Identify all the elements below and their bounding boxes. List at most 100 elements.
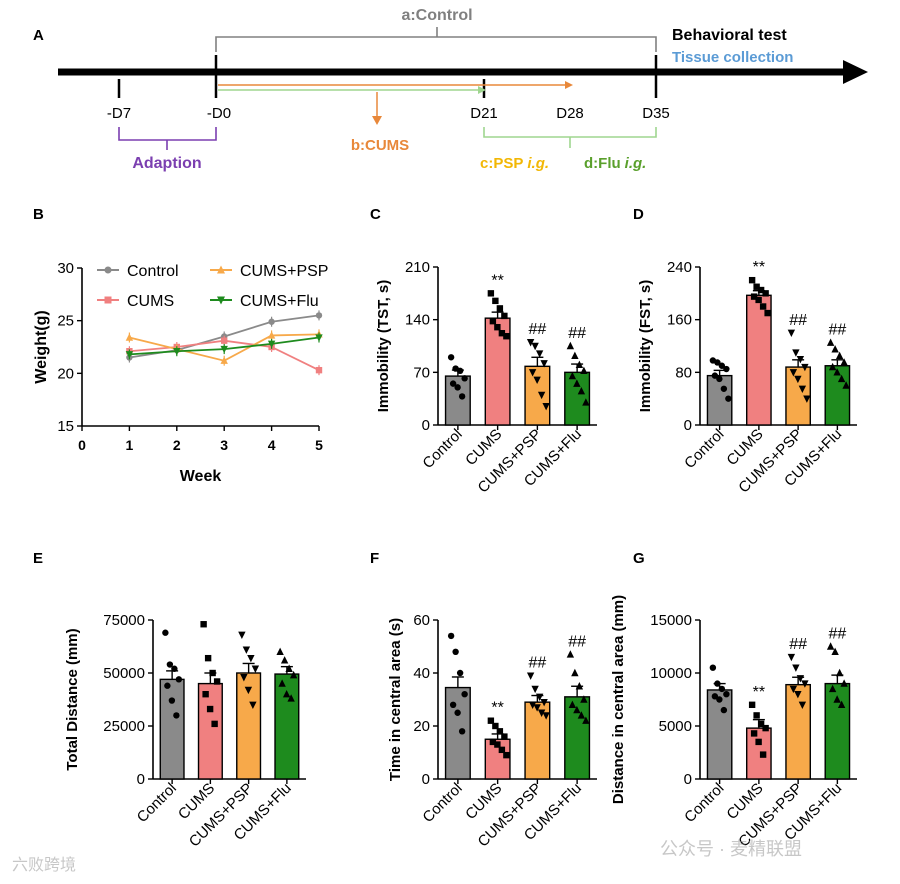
psp-ig: i.g. (527, 155, 549, 172)
y-tick-label: 210 (405, 259, 430, 276)
data-point (240, 674, 248, 682)
data-point (568, 700, 577, 708)
significance-label: ## (528, 655, 546, 672)
data-point (503, 751, 510, 759)
series-point (315, 334, 323, 342)
data-point (535, 693, 544, 702)
data-point (458, 393, 466, 400)
data-point (200, 621, 207, 628)
panel-c-label: C (370, 206, 381, 223)
data-point (166, 661, 174, 668)
data-point (458, 728, 466, 735)
bar (706, 689, 733, 780)
significance-label: ## (789, 636, 807, 653)
data-point (503, 333, 510, 340)
data-point (449, 701, 457, 708)
data-point (531, 342, 539, 351)
watermark-right: 公众号 · 麦精联盟 (660, 839, 802, 859)
data-point (723, 691, 730, 698)
data-point (835, 351, 844, 360)
data-point (798, 701, 807, 709)
data-point (580, 695, 588, 703)
panel-g-label: G (633, 550, 645, 567)
data-point (792, 664, 800, 672)
control-label: a:Control (401, 7, 472, 24)
data-point (794, 691, 802, 699)
data-point (828, 362, 837, 371)
significance-label: ## (568, 633, 586, 650)
bar (444, 686, 471, 780)
data-point (528, 701, 537, 709)
x-tick-label: 1 (126, 437, 134, 453)
y-tick-label: 20 (413, 718, 430, 735)
series-point (220, 356, 228, 364)
data-point (526, 339, 535, 347)
data-point (826, 642, 835, 650)
tick-label: D21 (470, 105, 498, 122)
data-point (168, 697, 176, 704)
data-point (531, 685, 539, 694)
data-point (575, 682, 584, 690)
tick-label: D35 (642, 105, 670, 122)
significance-label: ** (491, 272, 503, 289)
data-point (714, 680, 721, 687)
data-point (826, 338, 835, 346)
data-point (573, 379, 581, 387)
legend-label: Control (127, 263, 179, 280)
data-point (206, 705, 214, 713)
data-point (501, 312, 508, 320)
significance-label: ** (753, 259, 765, 276)
bar (274, 673, 300, 780)
cums-down-arrow-head (372, 116, 382, 125)
data-point (787, 329, 796, 338)
data-point (447, 354, 455, 361)
x-tick-label: 3 (220, 437, 228, 453)
flu-label: d:Flu i.g. (584, 155, 646, 172)
data-point (501, 733, 508, 740)
series-point (125, 351, 134, 359)
treatment-arrow-head (478, 86, 486, 94)
y-tick-label: 50000 (103, 665, 145, 682)
y-axis-label: Immobility (FST, s) (637, 280, 654, 413)
data-point (757, 286, 765, 294)
y-tick-label: 0 (684, 771, 692, 788)
data-point (566, 650, 575, 658)
data-point (213, 678, 221, 685)
data-point (204, 654, 212, 662)
data-point (714, 359, 721, 366)
psp-text: c:PSP (480, 155, 523, 172)
data-point (454, 384, 461, 391)
data-point (202, 691, 209, 698)
adaption-label: Adaption (132, 155, 201, 172)
significance-label: ## (528, 321, 546, 338)
bar (524, 365, 551, 426)
series-point (315, 366, 323, 374)
data-point (244, 686, 253, 695)
data-point (711, 693, 719, 700)
y-tick-label: 15 (57, 418, 74, 435)
series-point (268, 318, 275, 325)
panel-a-label: A (33, 27, 44, 44)
data-point (492, 722, 499, 730)
data-point (487, 717, 495, 724)
data-point (842, 381, 850, 389)
data-point (211, 720, 218, 728)
panel-e-label: E (33, 550, 43, 567)
legend-label: CUMS (127, 293, 174, 310)
data-point (526, 672, 535, 680)
x-tick-label: 4 (268, 437, 276, 453)
significance-label: ** (753, 684, 765, 701)
bar (785, 683, 811, 780)
charts-layer: 15 20 25 30 0 1 2 3 4 5 Week Weight(g) Control CUMS CU… (33, 259, 857, 850)
panel-b-label: B (33, 206, 44, 223)
y-tick-label: 70 (413, 364, 430, 381)
x-tick-label: 5 (315, 437, 323, 453)
data-point (287, 694, 295, 702)
legend-label: CUMS+Flu (240, 293, 319, 310)
series-point (220, 345, 228, 354)
tick-label: -D0 (207, 105, 231, 122)
data-point (762, 724, 769, 732)
data-point (750, 730, 758, 737)
data-point (575, 360, 584, 369)
